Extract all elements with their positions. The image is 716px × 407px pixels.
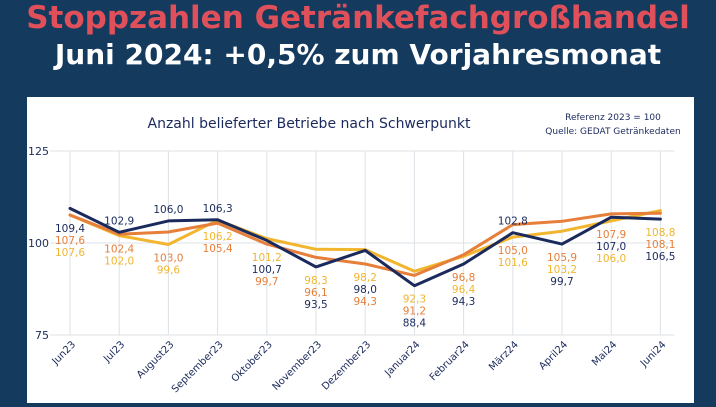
data-label: 94,3 [354,296,377,308]
source-note: Quelle: GEDAT Getränkedaten [545,127,680,137]
data-label: 94,3 [452,296,475,308]
data-label: 99,7 [255,276,278,288]
data-label: 98,0 [354,284,377,296]
data-label: 108,1 [645,239,675,251]
data-label: 102,9 [104,215,134,227]
y-axis: 75 100 125 [28,145,49,342]
data-label: 96,1 [304,287,327,299]
data-label: 105,4 [203,243,233,255]
series-line-navy [68,206,662,288]
headline-line-1: Stoppzahlen Getränkefachgroßhandel [26,0,690,36]
x-tick-label: Jul23 [101,339,127,365]
data-label: 107,0 [596,241,626,253]
x-tick-label: März24 [487,339,521,373]
data-label: 91,2 [403,306,426,318]
series-line-orange [68,211,662,277]
x-tick-label: Jun23 [50,339,79,368]
data-label: 98,3 [304,275,327,287]
data-label: 107,9 [596,229,626,241]
data-label: 106,0 [153,204,183,216]
data-label: 103,2 [547,264,577,276]
data-label: 88,4 [403,318,427,330]
data-label: 102,4 [104,244,134,256]
data-label: 102,0 [104,256,134,268]
x-tick-label: April24 [537,339,570,372]
reference-note: Referenz 2023 = 100 [565,113,661,123]
data-label: 101,2 [252,252,282,264]
data-label: 106,5 [645,251,675,263]
data-label: 96,8 [452,272,475,284]
data-label: 93,5 [304,299,327,311]
data-label: 99,6 [157,264,181,276]
chart-title: Anzahl belieferter Betriebe nach Schwerp… [148,116,471,132]
x-tick-label: Februar24 [428,339,472,383]
data-label: 107,6 [55,235,85,247]
data-label: 102,8 [498,216,528,228]
data-label: 106,3 [203,203,233,215]
x-tick-label: September23 [170,339,226,395]
line-chart: Anzahl belieferter Betriebe nach Schwerp… [28,113,681,395]
y-tick-label: 125 [28,145,49,158]
x-tick-label: August23 [135,339,177,381]
headline-line-2: Juni 2024: +0,5% zum Vorjahresmonat [54,38,662,71]
data-label: 99,7 [550,276,573,288]
data-label: 106,0 [596,253,626,265]
series-lines [68,206,662,288]
x-tick-label: Januar24 [382,339,422,379]
x-tick-label: November23 [271,339,325,393]
x-tick-label: Oktober23 [230,339,275,384]
data-label: 106,2 [203,231,233,243]
x-tick-label: Dezember23 [320,339,373,392]
data-label: 109,4 [55,223,85,235]
data-label: 103,0 [153,252,183,264]
x-tick-label: Mai24 [590,339,619,368]
data-label: 105,0 [498,245,528,257]
data-label: 96,4 [452,284,476,296]
data-label: 101,6 [498,257,528,269]
data-label: 98,2 [354,272,377,284]
data-label: 92,3 [403,294,426,306]
y-tick-label: 75 [35,329,49,342]
data-label: 108,8 [645,227,675,239]
gridlines [50,150,675,336]
chart-panel: Anzahl belieferter Betriebe nach Schwerp… [27,97,694,403]
x-tick-label: Juni24 [638,339,669,370]
data-label: 107,6 [55,247,85,259]
data-labels: 109,4107,6107,6102,9102,4102,0106,0103,0… [55,203,675,330]
data-label: 105,9 [547,252,577,264]
y-tick-label: 100 [28,237,49,250]
data-label: 100,7 [252,264,282,276]
